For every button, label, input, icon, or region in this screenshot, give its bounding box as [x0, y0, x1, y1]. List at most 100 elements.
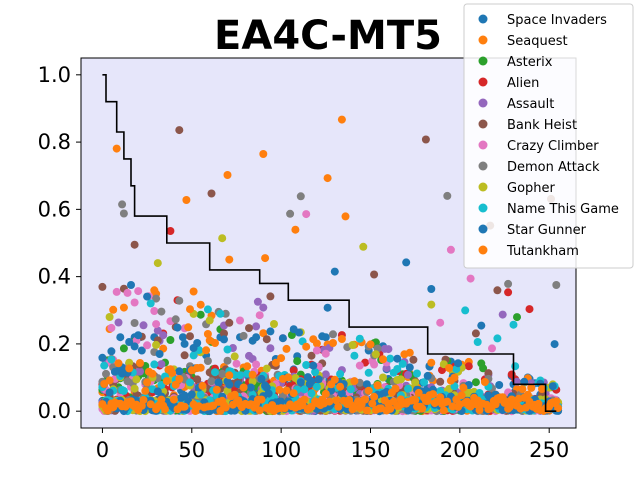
data-point	[225, 255, 234, 264]
data-point	[150, 360, 159, 369]
data-point	[271, 358, 280, 367]
data-point	[286, 209, 295, 218]
data-point	[218, 234, 227, 243]
data-point	[193, 364, 202, 372]
data-point	[436, 393, 445, 402]
data-point	[161, 405, 169, 414]
x-axis: 0 50 100 150 200 250	[96, 428, 569, 462]
data-point	[446, 245, 455, 254]
data-point	[127, 281, 135, 289]
data-point	[471, 378, 480, 387]
data-point	[230, 352, 239, 361]
data-point	[173, 323, 182, 332]
legend-marker	[478, 182, 488, 192]
data-point	[196, 310, 205, 319]
data-point	[259, 303, 268, 312]
data-point	[475, 406, 484, 414]
data-point	[118, 200, 127, 209]
data-point	[102, 369, 110, 378]
data-point	[107, 323, 116, 332]
data-point	[513, 313, 521, 322]
data-point	[393, 365, 402, 373]
data-point	[168, 368, 177, 377]
legend-marker	[478, 245, 488, 255]
data-point	[293, 357, 302, 366]
data-point	[253, 297, 262, 306]
data-point	[189, 351, 198, 360]
data-point	[402, 258, 411, 267]
data-point	[146, 299, 155, 308]
y-tick-label: 0.6	[38, 197, 71, 221]
data-point	[461, 306, 470, 315]
legend-label: Assault	[507, 97, 554, 112]
data-point	[211, 339, 219, 347]
data-point	[429, 390, 437, 399]
data-point	[275, 385, 284, 394]
data-point	[488, 344, 496, 353]
legend-marker	[478, 77, 488, 87]
data-point	[255, 311, 264, 320]
data-point	[125, 358, 134, 367]
data-point	[436, 377, 445, 386]
data-point	[509, 320, 518, 329]
data-point	[246, 383, 255, 392]
data-point	[98, 353, 107, 362]
data-point	[134, 287, 143, 296]
data-point	[379, 355, 387, 364]
data-point	[180, 339, 189, 348]
data-point	[443, 397, 452, 406]
data-point	[198, 381, 207, 390]
data-point	[439, 406, 448, 415]
legend-marker	[478, 203, 488, 213]
data-point	[427, 300, 436, 309]
data-point	[329, 330, 337, 339]
data-point	[239, 331, 248, 340]
data-point	[405, 348, 414, 357]
data-point	[404, 370, 412, 379]
data-point	[386, 354, 395, 363]
data-point	[330, 267, 339, 276]
data-point	[236, 316, 244, 325]
data-point	[295, 328, 303, 337]
data-point	[312, 382, 321, 391]
data-point	[355, 334, 364, 343]
data-point	[105, 388, 114, 397]
data-point	[203, 330, 212, 338]
data-point	[105, 376, 114, 385]
data-point	[153, 326, 162, 335]
data-point	[525, 305, 534, 314]
data-point	[162, 377, 171, 386]
data-point	[175, 367, 184, 376]
legend-label: Asterix	[507, 55, 553, 70]
data-point	[186, 332, 194, 341]
y-tick-label: 0.8	[38, 130, 71, 154]
data-point	[373, 381, 382, 390]
data-point	[243, 362, 252, 371]
data-point	[355, 361, 364, 370]
data-point	[214, 378, 223, 387]
legend: Space Invaders Seaquest Asterix Alien Assaul…	[463, 3, 634, 269]
data-point	[166, 336, 175, 344]
data-point	[150, 286, 159, 295]
step-line	[102, 74, 557, 412]
data-point	[346, 385, 355, 394]
data-point	[421, 135, 430, 144]
data-point	[443, 191, 452, 200]
legend-label: Star Gunner	[507, 223, 587, 238]
data-point	[484, 369, 493, 378]
legend-label: Tutankham	[506, 244, 579, 259]
data-point	[196, 390, 205, 399]
data-point	[119, 344, 128, 353]
data-point	[257, 374, 266, 383]
data-point	[366, 340, 375, 349]
data-point	[398, 359, 407, 368]
data-point	[221, 403, 230, 412]
data-point	[223, 345, 232, 354]
data-point	[522, 403, 530, 412]
data-point	[114, 359, 123, 368]
data-point	[411, 378, 420, 387]
data-point	[450, 373, 459, 382]
data-point	[511, 362, 520, 371]
data-point	[325, 397, 334, 406]
